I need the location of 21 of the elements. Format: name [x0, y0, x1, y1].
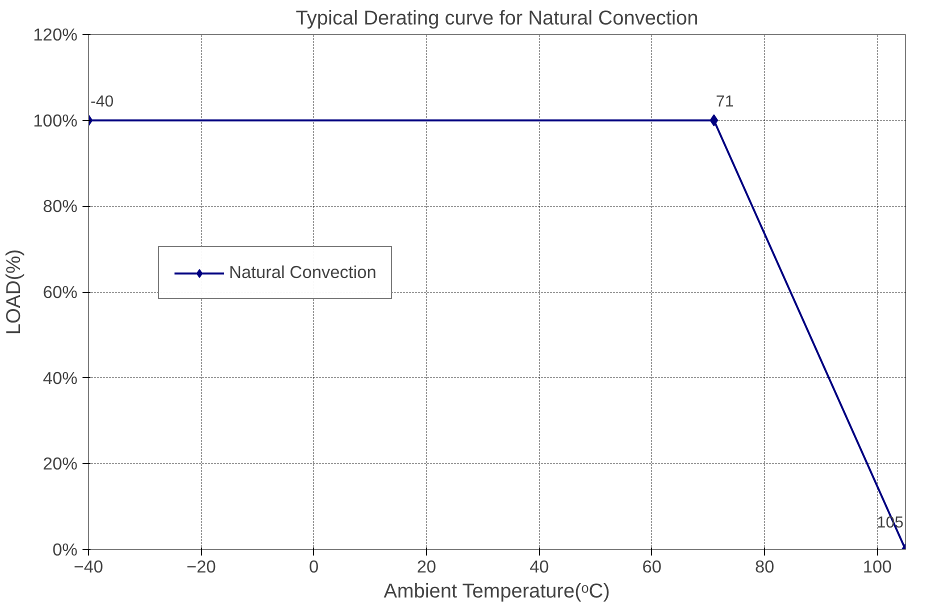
annotation: -40	[90, 93, 114, 110]
y-tick-label: 40%	[42, 368, 78, 388]
y-tick-label: 20%	[42, 454, 78, 474]
x-tick-label: −20	[186, 556, 216, 576]
chart-title: Typical Derating curve for Natural Convection	[296, 8, 698, 30]
y-axis-title: LOAD(%)	[3, 249, 26, 335]
y-tick-label: 60%	[42, 282, 78, 302]
x-tick-label: 0	[309, 556, 319, 576]
y-tick-label: 100%	[33, 110, 78, 130]
x-tick-label: 40	[530, 556, 549, 576]
annotation: 71	[716, 93, 734, 110]
legend-label: Natural Convection	[229, 262, 376, 283]
x-tick-label: 60	[642, 556, 662, 576]
y-tick-label: 80%	[42, 196, 78, 216]
y-tick-label: 0%	[52, 540, 78, 560]
x-axis-title: Ambient Temperature(ᵒC)	[384, 580, 610, 602]
x-tick-label: 80	[755, 556, 774, 576]
y-tick-label: 120%	[33, 24, 78, 44]
x-tick-label: 20	[416, 556, 436, 576]
x-tick-label: 100	[862, 556, 892, 576]
x-tick-label: −40	[74, 556, 104, 576]
